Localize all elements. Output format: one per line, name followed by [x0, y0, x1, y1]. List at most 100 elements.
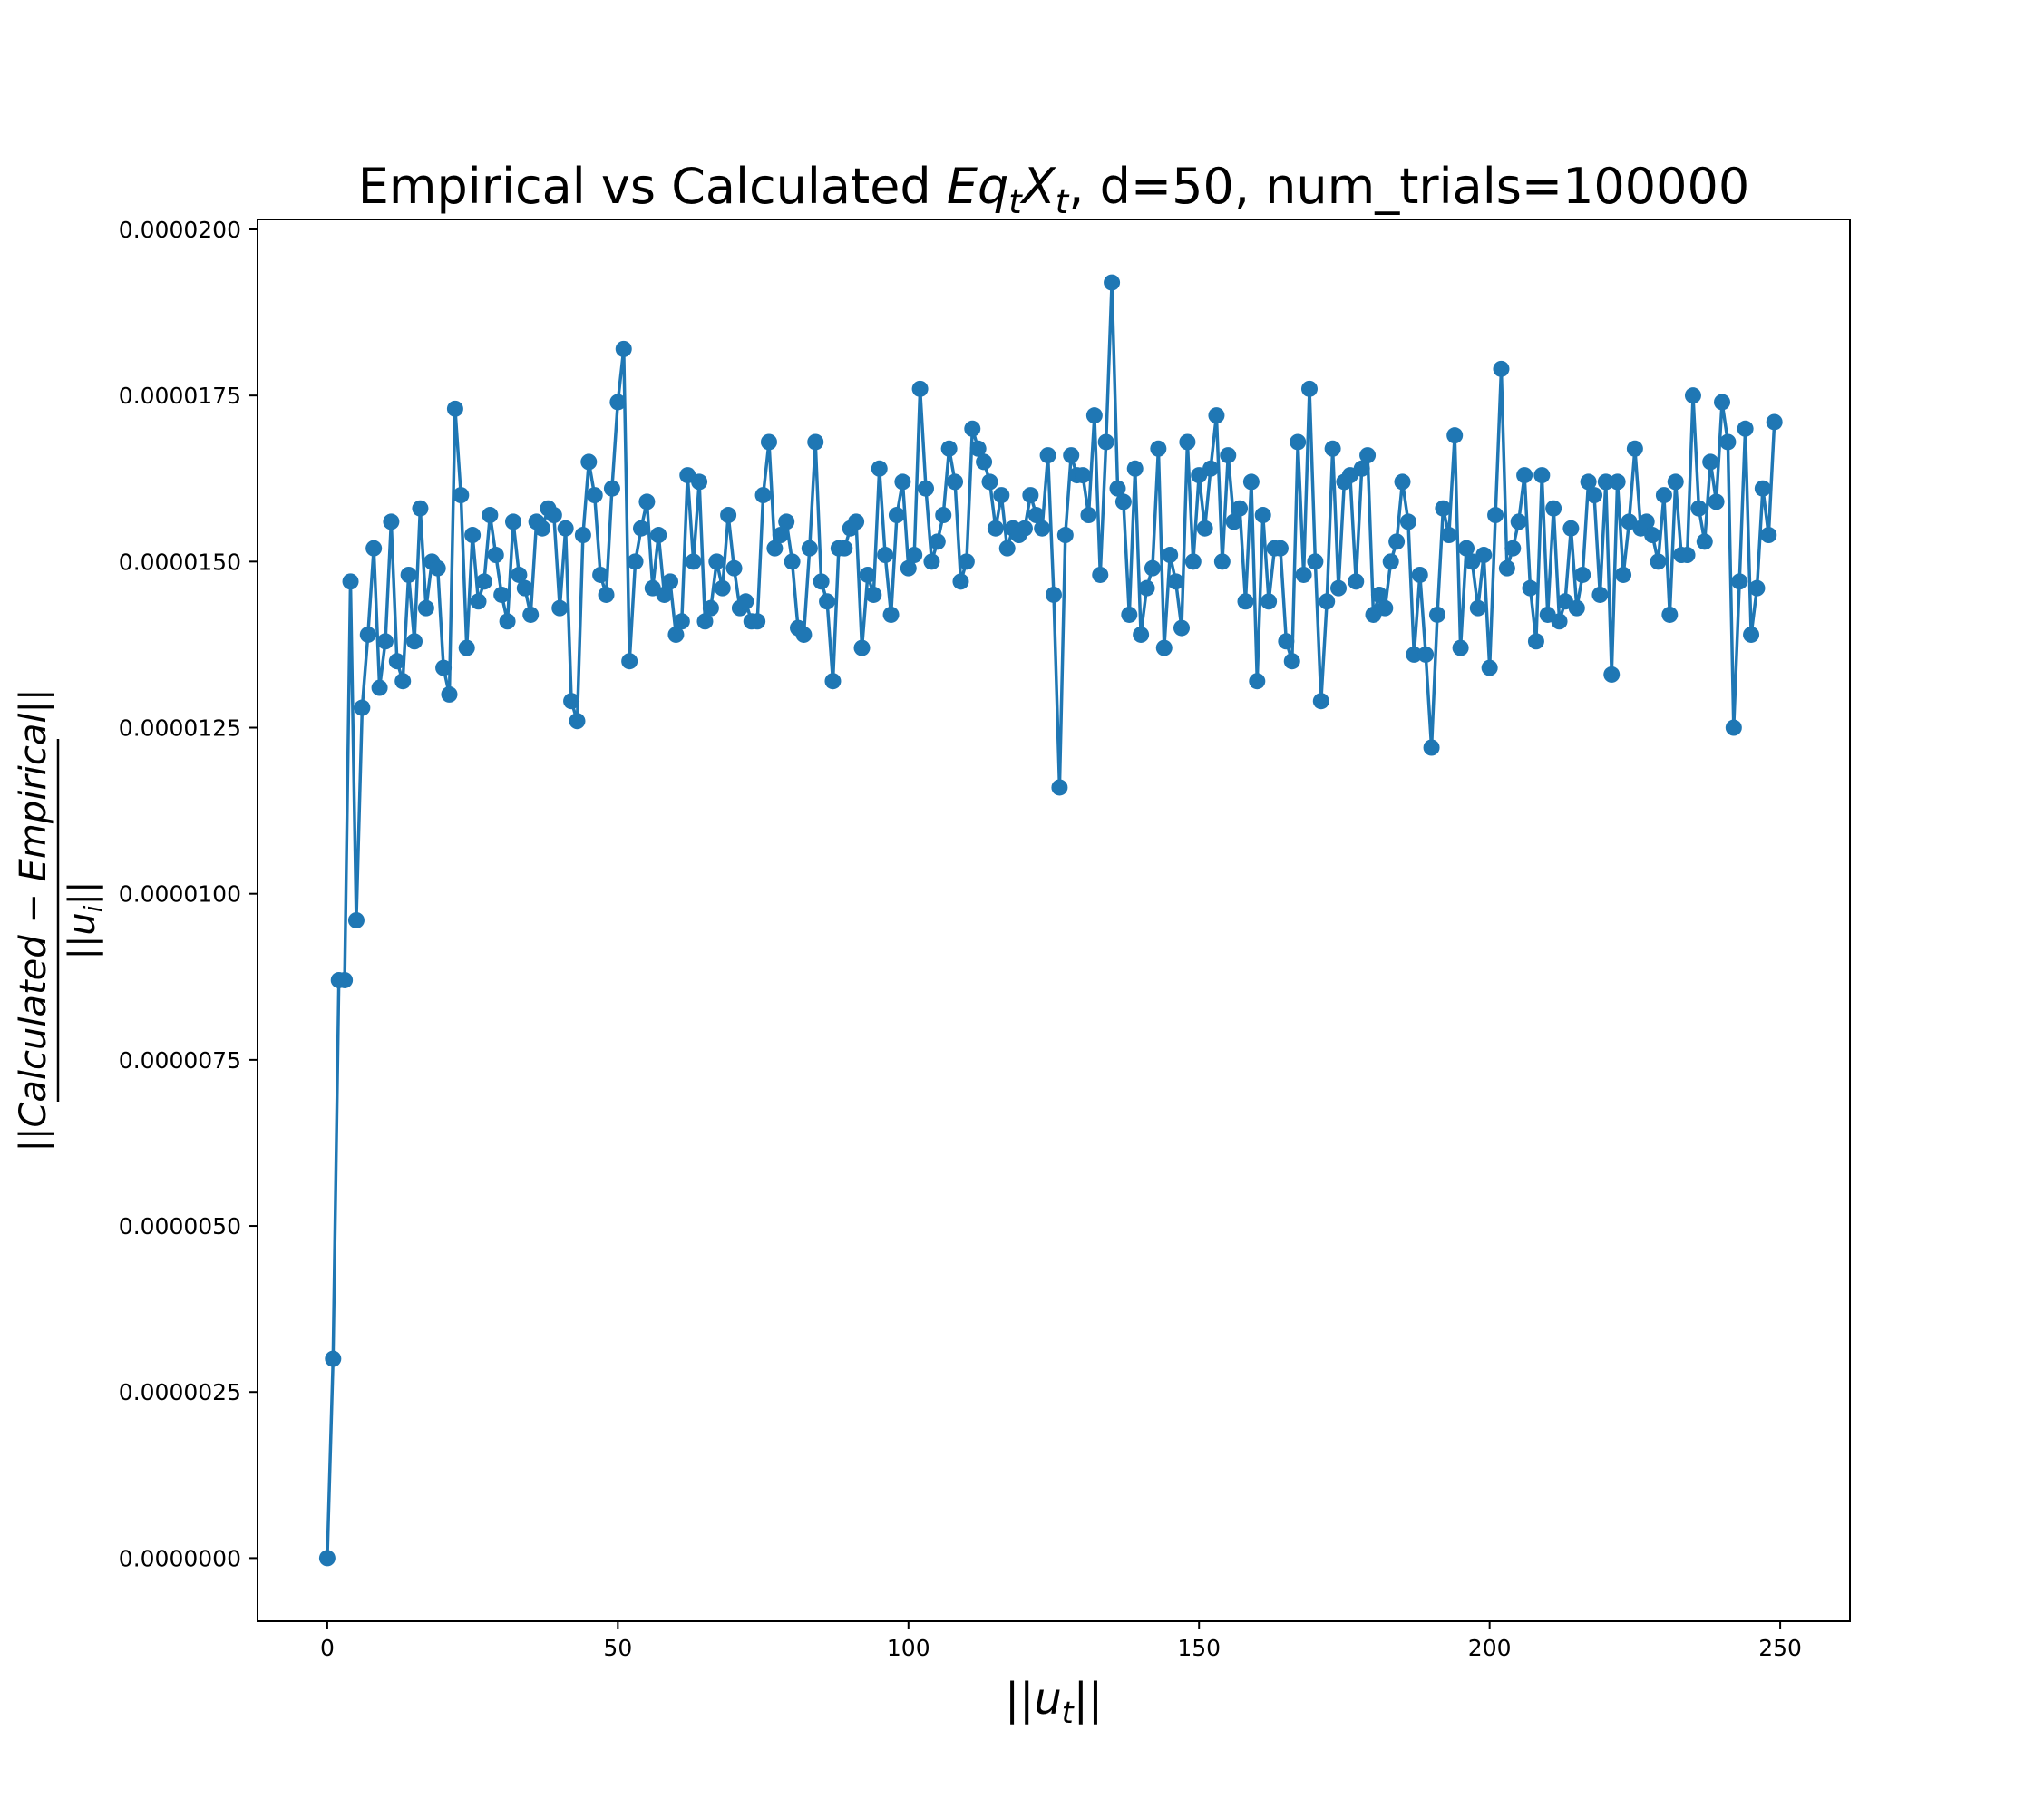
data-point [987, 520, 1004, 537]
data-point [325, 1350, 342, 1367]
data-point [923, 553, 940, 570]
data-point [453, 487, 470, 504]
data-point [1417, 646, 1435, 663]
data-point [981, 473, 998, 491]
data-point [1242, 473, 1260, 491]
data-point [1609, 473, 1626, 491]
data-point [580, 453, 598, 471]
data-point [598, 586, 615, 603]
y-tick-label: 0.0000025 [119, 1379, 241, 1405]
data-point [1034, 520, 1051, 537]
data-point [1428, 606, 1445, 623]
data-point [1568, 599, 1585, 617]
data-point [725, 559, 743, 577]
x-axis-label-var: u [1034, 1674, 1061, 1725]
data-point [853, 639, 871, 656]
chart-title: Empirical vs Calculated EqtXt, d=50, num… [358, 158, 1749, 221]
data-point [1743, 626, 1760, 643]
data-point [1766, 413, 1783, 431]
data-point [1056, 527, 1074, 544]
data-point [470, 593, 487, 610]
data-point [1481, 659, 1498, 676]
data-point [784, 553, 801, 570]
data-point [383, 513, 400, 530]
data-point [336, 971, 354, 988]
series-line [326, 280, 1776, 1559]
data-point [1690, 500, 1708, 517]
data-point [1278, 633, 1295, 650]
data-point [1388, 533, 1406, 550]
data-point [940, 440, 958, 457]
data-point [499, 613, 516, 630]
data-point [1126, 460, 1144, 477]
plot-frame [257, 219, 1851, 1622]
data-point [1085, 407, 1103, 424]
data-point [1382, 553, 1399, 570]
data-point [737, 593, 754, 610]
data-point [1162, 547, 1179, 564]
y-den-left-bars: || [62, 936, 103, 960]
plot-area [318, 274, 1783, 1567]
data-point [1295, 566, 1312, 583]
data-point [1283, 653, 1300, 670]
data-point [534, 520, 551, 537]
data-point [1719, 433, 1737, 451]
data-point [406, 633, 423, 650]
data-point [1063, 447, 1080, 464]
data-point [1249, 673, 1266, 690]
data-point [376, 633, 394, 650]
data-point [1586, 487, 1603, 504]
data-point [1370, 586, 1387, 603]
data-point [964, 420, 981, 437]
data-point [1667, 473, 1684, 491]
data-point [603, 480, 620, 497]
data-point [1046, 586, 1062, 603]
data-point [900, 559, 917, 577]
data-point [1144, 559, 1161, 577]
y-tick-label: 0.0000175 [119, 383, 241, 409]
data-point [1423, 739, 1440, 756]
data-point [1452, 639, 1469, 656]
title-math-e: E [947, 158, 978, 215]
data-point [1330, 579, 1348, 597]
data-point [1545, 500, 1562, 517]
data-point [1591, 586, 1609, 603]
y-tick-label: 0.0000125 [119, 715, 241, 742]
data-point [1504, 540, 1522, 557]
data-point [1225, 513, 1242, 530]
data-point [511, 566, 528, 583]
y-axis-label-denominator: ||ui|| [62, 880, 108, 959]
data-point [662, 573, 679, 590]
data-point [1725, 719, 1742, 736]
y-tick-label: 0.0000150 [119, 549, 241, 575]
x-axis-label-sub: t [1062, 1695, 1075, 1730]
data-point [673, 613, 690, 630]
data-point [621, 653, 638, 670]
data-point [1039, 447, 1056, 464]
data-point [1644, 527, 1661, 544]
data-point [754, 487, 772, 504]
y-axis-label: ||Calculated − Empirical|| ||ui|| [13, 689, 108, 1152]
data-point [1300, 380, 1318, 397]
data-point [836, 540, 853, 557]
x-tick-label: 50 [603, 1635, 632, 1661]
data-point [347, 912, 365, 928]
data-point [632, 520, 649, 537]
data-point [1696, 533, 1713, 550]
data-point [865, 586, 882, 603]
data-point [906, 547, 923, 564]
data-point [691, 473, 708, 491]
y-tick-label: 0.0000200 [119, 217, 241, 243]
data-point [1760, 527, 1777, 544]
data-point [1307, 553, 1324, 570]
data-point [958, 553, 975, 570]
data-point [1092, 566, 1109, 583]
data-point [475, 573, 492, 590]
data-point [848, 513, 865, 530]
data-point [1213, 553, 1231, 570]
data-point [882, 606, 900, 623]
data-point [1615, 566, 1632, 583]
data-point [1051, 779, 1068, 796]
